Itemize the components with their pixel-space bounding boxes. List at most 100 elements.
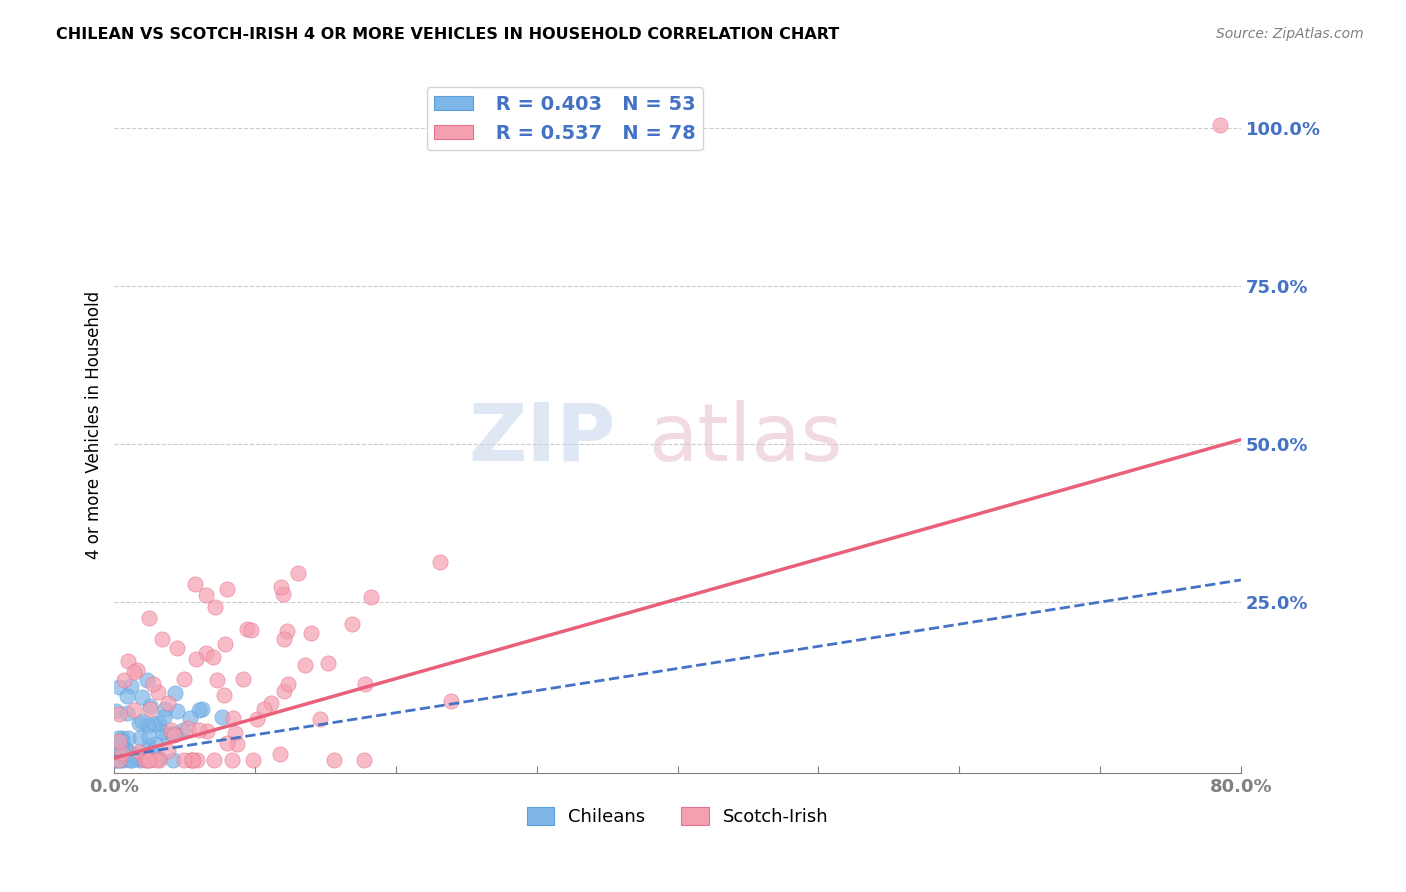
Point — [148, 716, 170, 731]
Point — [146, 685, 169, 699]
Point — [318, 656, 340, 670]
Point — [160, 723, 183, 737]
Point — [117, 654, 139, 668]
Point — [166, 641, 188, 656]
Point — [134, 753, 156, 767]
Point — [287, 566, 309, 581]
Point — [128, 745, 150, 759]
Point — [142, 716, 165, 731]
Point — [246, 712, 269, 726]
Point — [253, 702, 276, 716]
Point — [211, 710, 233, 724]
Point — [112, 673, 135, 687]
Point — [136, 718, 159, 732]
Point — [136, 753, 159, 767]
Point — [181, 753, 204, 767]
Point — [260, 696, 283, 710]
Point — [160, 726, 183, 740]
Point — [125, 663, 148, 677]
Text: ZIP: ZIP — [468, 400, 616, 478]
Point — [214, 637, 236, 651]
Point — [117, 731, 139, 745]
Point — [117, 746, 139, 760]
Point — [139, 702, 162, 716]
Point — [222, 711, 245, 725]
Point — [107, 731, 129, 746]
Point — [107, 680, 129, 694]
Point — [276, 624, 298, 638]
Point — [162, 728, 184, 742]
Point — [224, 726, 246, 740]
Point — [184, 652, 207, 666]
Point — [105, 704, 128, 718]
Point — [129, 731, 152, 745]
Point — [121, 753, 143, 767]
Point — [215, 582, 238, 597]
Point — [269, 747, 291, 761]
Point — [173, 753, 195, 767]
Point — [205, 673, 228, 687]
Point — [107, 706, 129, 721]
Point — [128, 752, 150, 766]
Point — [242, 753, 264, 767]
Point — [138, 729, 160, 743]
Point — [273, 683, 295, 698]
Point — [186, 753, 208, 767]
Point — [180, 753, 202, 767]
Point — [118, 753, 141, 767]
Point — [163, 686, 186, 700]
Point — [277, 677, 299, 691]
Point — [120, 679, 142, 693]
Point — [153, 702, 176, 716]
Point — [115, 706, 138, 720]
Point — [226, 737, 249, 751]
Point — [153, 710, 176, 724]
Point — [1209, 118, 1232, 132]
Point — [124, 747, 146, 761]
Point — [271, 587, 294, 601]
Point — [166, 705, 188, 719]
Point — [309, 712, 332, 726]
Point — [181, 753, 204, 767]
Point — [212, 689, 235, 703]
Point — [131, 714, 153, 728]
Point — [138, 611, 160, 625]
Point — [191, 701, 214, 715]
Point — [202, 753, 225, 767]
Point — [122, 665, 145, 680]
Point — [104, 753, 127, 767]
Point — [232, 672, 254, 686]
Point — [136, 753, 159, 767]
Point — [150, 632, 173, 646]
Point — [111, 746, 134, 760]
Point — [142, 676, 165, 690]
Point — [201, 650, 224, 665]
Point — [294, 658, 316, 673]
Point — [115, 743, 138, 757]
Point — [353, 676, 375, 690]
Point — [139, 698, 162, 713]
Point — [111, 731, 134, 745]
Point — [107, 745, 129, 759]
Point — [187, 703, 209, 717]
Point — [107, 734, 129, 748]
Point — [145, 753, 167, 767]
Point — [299, 626, 322, 640]
Point — [353, 753, 375, 767]
Point — [107, 753, 129, 767]
Point — [108, 753, 131, 767]
Point — [236, 622, 259, 636]
Point — [122, 703, 145, 717]
Text: Source: ZipAtlas.com: Source: ZipAtlas.com — [1216, 27, 1364, 41]
Point — [104, 753, 127, 767]
Point — [111, 734, 134, 748]
Point — [240, 623, 263, 637]
Point — [360, 590, 382, 604]
Point — [179, 711, 201, 725]
Point — [131, 690, 153, 705]
Point — [215, 736, 238, 750]
Point — [429, 555, 451, 569]
Point — [141, 745, 163, 759]
Point — [110, 742, 132, 756]
Point — [157, 696, 180, 710]
